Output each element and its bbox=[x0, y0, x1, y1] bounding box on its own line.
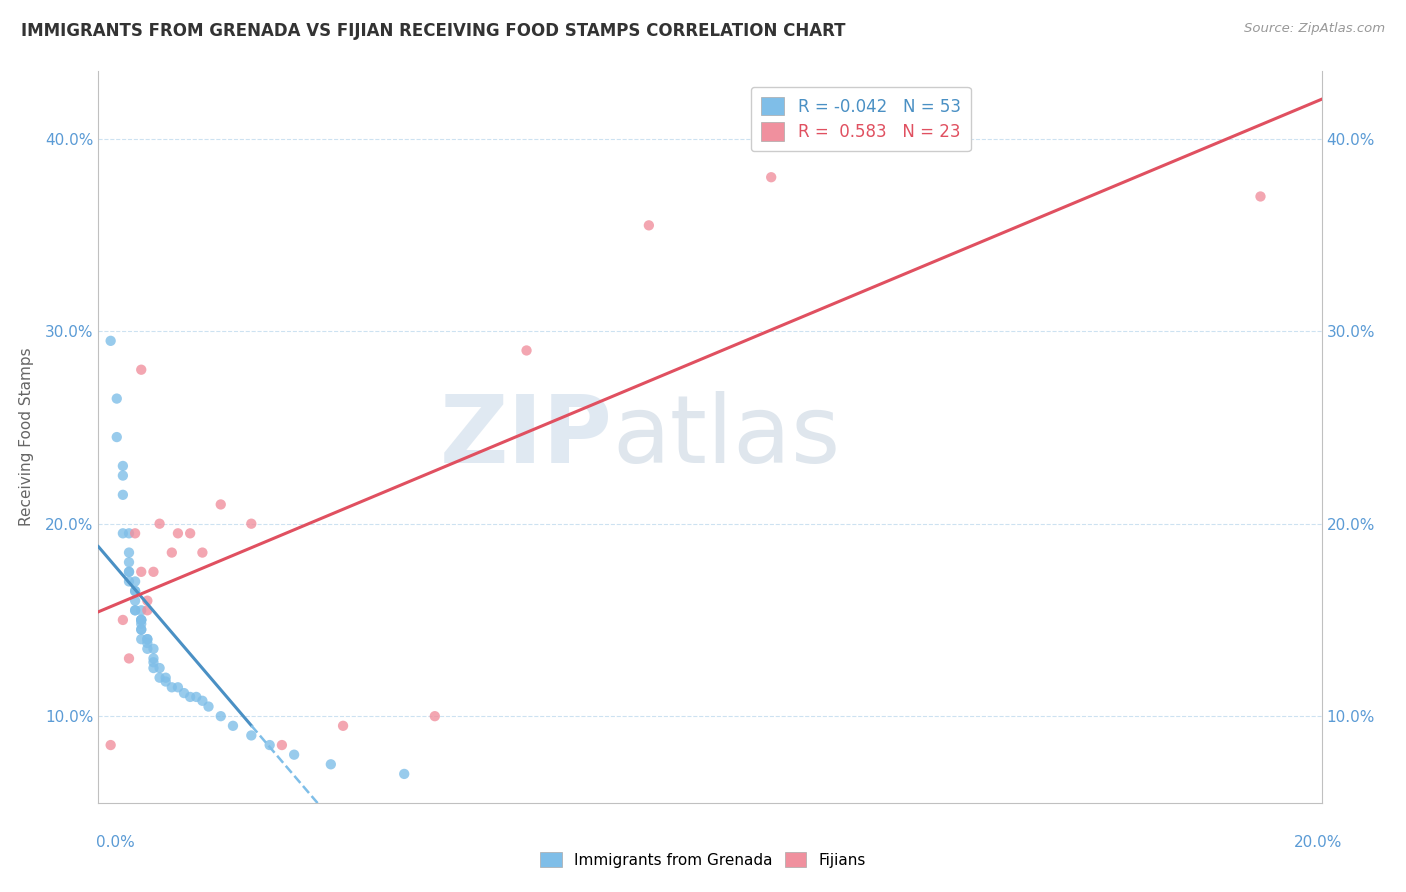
Point bbox=[118, 565, 141, 579]
Point bbox=[209, 498, 232, 512]
Point bbox=[160, 681, 183, 695]
Point bbox=[270, 738, 292, 752]
Point bbox=[136, 593, 159, 607]
Text: atlas: atlas bbox=[612, 391, 841, 483]
Point bbox=[319, 757, 342, 772]
Point bbox=[186, 690, 208, 704]
Text: IMMIGRANTS FROM GRENADA VS FIJIAN RECEIVING FOOD STAMPS CORRELATION CHART: IMMIGRANTS FROM GRENADA VS FIJIAN RECEIV… bbox=[21, 22, 845, 40]
Point bbox=[129, 603, 152, 617]
Point bbox=[129, 613, 152, 627]
Point bbox=[129, 613, 152, 627]
Point bbox=[118, 555, 141, 569]
Point bbox=[118, 574, 141, 589]
Point bbox=[191, 545, 214, 559]
Point bbox=[111, 468, 134, 483]
Point bbox=[124, 584, 146, 599]
Text: Source: ZipAtlas.com: Source: ZipAtlas.com bbox=[1244, 22, 1385, 36]
Text: ZIP: ZIP bbox=[439, 391, 612, 483]
Point bbox=[160, 545, 183, 559]
Point bbox=[240, 728, 263, 742]
Point bbox=[179, 526, 201, 541]
Point bbox=[105, 392, 128, 406]
Point bbox=[259, 738, 281, 752]
Point bbox=[118, 651, 141, 665]
Point bbox=[136, 632, 159, 647]
Point bbox=[142, 641, 165, 656]
Point bbox=[179, 690, 201, 704]
Point bbox=[136, 641, 159, 656]
Point bbox=[222, 719, 245, 733]
Point bbox=[111, 488, 134, 502]
Point bbox=[124, 526, 146, 541]
Point bbox=[129, 632, 152, 647]
Point bbox=[129, 565, 152, 579]
Point bbox=[129, 616, 152, 631]
Point bbox=[129, 623, 152, 637]
Y-axis label: Receiving Food Stamps: Receiving Food Stamps bbox=[18, 348, 34, 526]
Point bbox=[167, 681, 190, 695]
Point bbox=[759, 170, 782, 185]
Point bbox=[283, 747, 305, 762]
Point bbox=[142, 565, 165, 579]
Point bbox=[118, 565, 141, 579]
Point bbox=[124, 574, 146, 589]
Point bbox=[197, 699, 219, 714]
Point bbox=[111, 613, 134, 627]
Point bbox=[105, 430, 128, 444]
Point bbox=[118, 545, 141, 559]
Point bbox=[129, 613, 152, 627]
Point bbox=[149, 671, 172, 685]
Point bbox=[111, 526, 134, 541]
Point bbox=[136, 603, 159, 617]
Point bbox=[124, 593, 146, 607]
Point bbox=[142, 655, 165, 669]
Point bbox=[142, 661, 165, 675]
Point bbox=[149, 516, 172, 531]
Point bbox=[155, 674, 177, 689]
Point bbox=[136, 632, 159, 647]
Point bbox=[240, 516, 263, 531]
Point bbox=[142, 651, 165, 665]
Point bbox=[129, 362, 152, 376]
Text: 20.0%: 20.0% bbox=[1295, 836, 1343, 850]
Point bbox=[124, 584, 146, 599]
Point bbox=[100, 738, 122, 752]
Point bbox=[124, 603, 146, 617]
Point bbox=[1249, 189, 1271, 203]
Point bbox=[129, 623, 152, 637]
Legend: Immigrants from Grenada, Fijians: Immigrants from Grenada, Fijians bbox=[534, 846, 872, 873]
Point bbox=[118, 526, 141, 541]
Point bbox=[124, 603, 146, 617]
Legend: R = -0.042   N = 53, R =  0.583   N = 23: R = -0.042 N = 53, R = 0.583 N = 23 bbox=[751, 87, 970, 151]
Point bbox=[136, 636, 159, 650]
Point bbox=[173, 686, 195, 700]
Point bbox=[637, 219, 661, 233]
Text: 0.0%: 0.0% bbox=[96, 836, 135, 850]
Point bbox=[111, 458, 134, 473]
Point bbox=[100, 334, 122, 348]
Point bbox=[209, 709, 232, 723]
Point bbox=[392, 767, 416, 781]
Point bbox=[149, 661, 172, 675]
Point bbox=[423, 709, 446, 723]
Point bbox=[191, 694, 214, 708]
Point bbox=[167, 526, 190, 541]
Point bbox=[516, 343, 538, 358]
Point bbox=[332, 719, 354, 733]
Point bbox=[155, 671, 177, 685]
